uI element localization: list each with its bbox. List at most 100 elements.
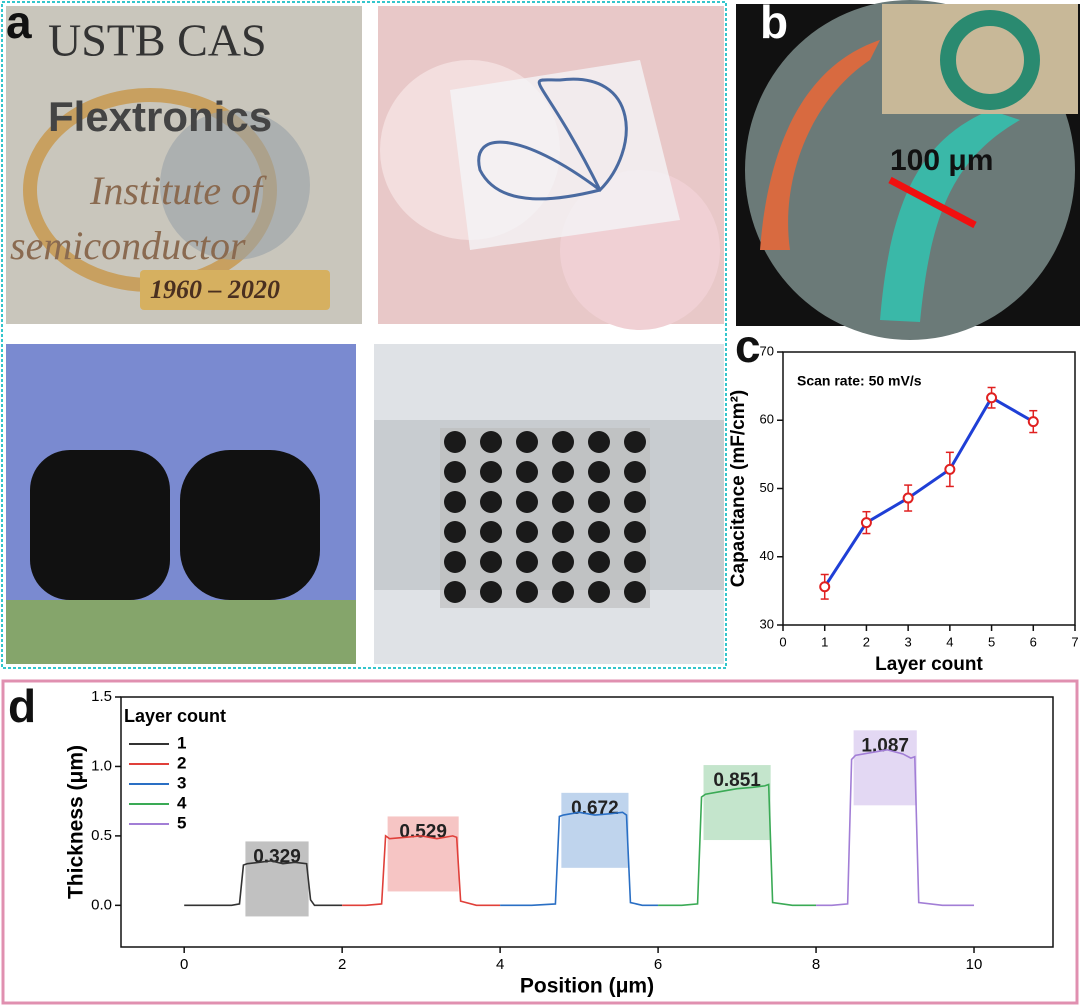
data-line — [342, 834, 501, 907]
marker — [986, 392, 998, 404]
panel-label: b — [760, 0, 788, 48]
photo-text: 1960 – 2020 — [150, 275, 280, 304]
x-axis-label: Position (μm) — [520, 975, 654, 998]
electrode — [624, 461, 646, 483]
electrode — [516, 581, 538, 603]
panel-d-frame — [1, 679, 1079, 1005]
electrode — [588, 581, 610, 603]
legend-title: Layer count — [124, 706, 226, 726]
data-line — [658, 783, 817, 907]
x-tick-label: 2 — [338, 956, 346, 973]
x-tick-label: 0 — [180, 956, 188, 973]
electrode — [552, 461, 574, 483]
annotation-box — [245, 841, 309, 917]
y-tick-label: 50 — [760, 480, 774, 495]
annotation-box — [561, 792, 629, 868]
array-film — [440, 428, 650, 608]
electrode — [480, 491, 502, 513]
y-axis-label: Thickness (μm) — [65, 745, 88, 899]
panel-label: a — [6, 0, 32, 48]
x-axis-label: Layer count — [875, 654, 983, 675]
marker — [902, 492, 914, 504]
electrode — [588, 461, 610, 483]
y-axis-label: Capacitance (mF/cm²) — [728, 390, 749, 587]
scale-label: 100 μm — [890, 144, 993, 177]
film — [450, 60, 680, 250]
electrode — [516, 521, 538, 543]
panel-label: c — [735, 320, 761, 372]
electrode — [444, 461, 466, 483]
electrode — [588, 521, 610, 543]
panel-label: d — [8, 680, 36, 732]
electrode — [624, 431, 646, 453]
electrode — [444, 521, 466, 543]
marker — [944, 463, 956, 475]
inset-ring — [940, 10, 1040, 110]
legend-label: 4 — [177, 793, 187, 812]
annotation-box — [387, 816, 459, 892]
photo-text: Institute of — [89, 168, 267, 213]
annotation: 0.329 — [253, 846, 301, 867]
x-tick-label: 10 — [966, 956, 983, 973]
data-line — [184, 860, 343, 907]
y-tick-label: 40 — [760, 548, 774, 563]
electrode — [480, 581, 502, 603]
photo-text: USTB CAS — [48, 15, 267, 66]
y-tick-label: 1.0 — [91, 757, 112, 774]
annotation-box — [703, 765, 771, 841]
legend-label: 3 — [177, 773, 186, 792]
y-tick-label: 70 — [760, 343, 774, 358]
x-tick-label: 2 — [863, 634, 870, 649]
electrode — [552, 491, 574, 513]
pig — [30, 450, 170, 600]
x-tick-label: 4 — [496, 956, 504, 973]
trace — [880, 110, 1020, 322]
butterfly — [477, 77, 628, 201]
plot-frame — [120, 696, 1054, 948]
annotation: 1.087 — [861, 735, 909, 756]
electrode — [444, 431, 466, 453]
x-tick-label: 3 — [905, 634, 912, 649]
leaves — [6, 600, 356, 664]
legend-label: 2 — [177, 753, 186, 772]
electrode-array — [440, 428, 650, 608]
y-tick-label: 60 — [760, 412, 774, 427]
electrode — [516, 491, 538, 513]
electrode — [480, 431, 502, 453]
y-tick-label: 30 — [760, 616, 774, 631]
y-tick-label: 1.5 — [91, 688, 112, 705]
electrode — [624, 491, 646, 513]
electrode — [516, 551, 538, 573]
photo-text: semiconductor — [10, 223, 246, 268]
data-line — [823, 395, 1035, 588]
x-tick-label: 4 — [946, 634, 953, 649]
electrode — [552, 581, 574, 603]
y-tick-label: 0.5 — [91, 827, 112, 844]
electrode — [624, 581, 646, 603]
data-line — [816, 748, 975, 907]
y-tick-label: 0.0 — [91, 896, 112, 913]
electrode — [444, 581, 466, 603]
marker — [860, 517, 872, 529]
annotation: Scan rate: 50 mV/s — [797, 373, 922, 389]
panel-a-frame — [1, 1, 727, 669]
legend-label: 1 — [177, 733, 186, 752]
copper — [760, 40, 880, 250]
electrode — [480, 461, 502, 483]
photo-text: Flextronics — [48, 93, 272, 140]
marker — [1027, 416, 1039, 428]
electrode — [588, 491, 610, 513]
electrode — [516, 431, 538, 453]
legend-label: 5 — [177, 813, 186, 832]
electrode — [588, 551, 610, 573]
logo-plate — [140, 270, 330, 310]
data-line — [500, 811, 659, 907]
x-tick-label: 8 — [812, 956, 820, 973]
electrode — [444, 491, 466, 513]
electrode — [588, 431, 610, 453]
x-tick-label: 1 — [821, 634, 828, 649]
annotation-box — [853, 730, 917, 806]
electrode — [624, 521, 646, 543]
